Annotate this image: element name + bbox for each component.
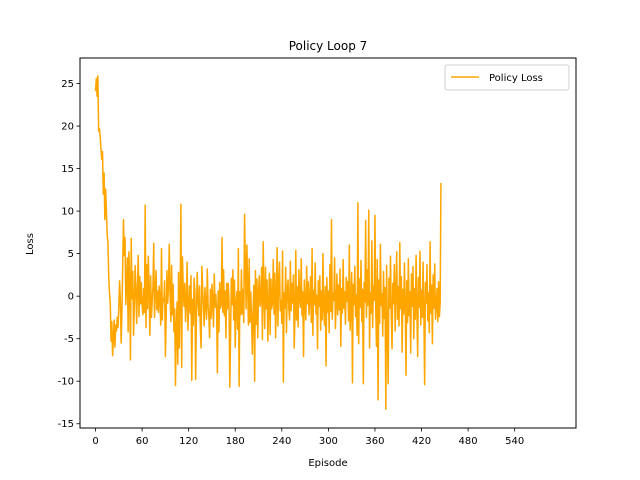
x-tick-label: 540 xyxy=(505,436,524,447)
y-axis-label: Loss xyxy=(25,233,36,255)
chart-title: Policy Loop 7 xyxy=(289,39,368,53)
y-tick-label: 10 xyxy=(61,207,74,218)
y-tick-label: 15 xyxy=(61,164,74,175)
x-tick-label: 360 xyxy=(365,436,384,447)
x-tick-label: 420 xyxy=(412,436,431,447)
x-tick-label: 480 xyxy=(459,436,478,447)
y-tick-label: 0 xyxy=(68,292,74,303)
y-tick-label: 20 xyxy=(61,122,74,133)
x-axis-label: Episode xyxy=(308,458,347,469)
y-tick-label: -5 xyxy=(64,334,74,345)
x-tick-label: 240 xyxy=(272,436,291,447)
series-line-policy-loss xyxy=(94,75,442,411)
y-tick-label: -10 xyxy=(58,377,74,388)
legend: Policy Loss xyxy=(444,64,570,91)
plot-frame xyxy=(79,57,577,429)
x-tick-label: 180 xyxy=(226,436,245,447)
x-tick-label: 300 xyxy=(319,436,338,447)
legend-label-policy-loss: Policy Loss xyxy=(489,73,543,84)
x-tick-label: 120 xyxy=(179,436,198,447)
y-tick-label: 5 xyxy=(68,249,74,260)
y-tick-label: 25 xyxy=(61,79,74,90)
x-tick-label: 60 xyxy=(136,436,149,447)
x-axis-ticks: 0 60 120 180 240 300 360 420 480 540 xyxy=(92,428,524,447)
x-tick-label: 0 xyxy=(92,436,98,447)
y-axis-ticks: -15 -10 -5 0 5 10 15 20 25 xyxy=(58,79,80,430)
y-tick-label: -15 xyxy=(58,419,74,430)
legend-box xyxy=(444,64,570,91)
